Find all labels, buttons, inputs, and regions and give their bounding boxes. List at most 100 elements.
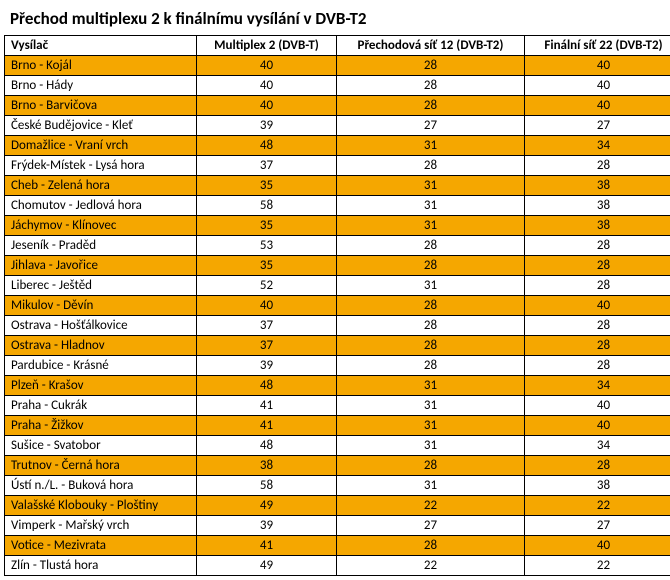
cell-value: 40 xyxy=(525,396,670,416)
table-row: Sušice - Svatobor483134 xyxy=(5,436,670,456)
table-container: Přechod multiplexu 2 k finálnímu vysílán… xyxy=(0,0,670,580)
transition-table: Vysílač Multiplex 2 (DVB-T) Přechodová s… xyxy=(4,35,670,576)
table-row: Mikulov - Děvín402840 xyxy=(5,296,670,316)
table-row: Cheb - Zelená hora353138 xyxy=(5,176,670,196)
cell-value: 34 xyxy=(525,136,670,156)
cell-value: 40 xyxy=(197,56,337,76)
cell-transmitter: Praha - Cukrák xyxy=(5,396,197,416)
table-row: Valašské Klobouky - Ploštiny492222 xyxy=(5,496,670,516)
table-row: Domažlice - Vraní vrch483134 xyxy=(5,136,670,156)
cell-value: 22 xyxy=(337,496,525,516)
cell-transmitter: Ostrava - Hladnov xyxy=(5,336,197,356)
cell-value: 28 xyxy=(337,316,525,336)
cell-value: 40 xyxy=(525,416,670,436)
table-row: Jihlava - Javořice352828 xyxy=(5,256,670,276)
cell-value: 39 xyxy=(197,116,337,136)
cell-value: 31 xyxy=(337,396,525,416)
table-row: Brno - Barvičova402840 xyxy=(5,96,670,116)
cell-transmitter: Jáchymov - Klínovec xyxy=(5,216,197,236)
cell-value: 40 xyxy=(197,296,337,316)
cell-value: 28 xyxy=(337,356,525,376)
cell-transmitter: Jihlava - Javořice xyxy=(5,256,197,276)
cell-value: 34 xyxy=(525,436,670,456)
cell-value: 41 xyxy=(197,396,337,416)
cell-transmitter: Brno - Kojál xyxy=(5,56,197,76)
cell-value: 28 xyxy=(337,156,525,176)
cell-transmitter: Brno - Hády xyxy=(5,76,197,96)
col-header-net22: Finální síť 22 (DVB-T2) xyxy=(525,36,670,56)
cell-transmitter: Zlín - Tlustá hora xyxy=(5,556,197,576)
cell-transmitter: Valašské Klobouky - Ploštiny xyxy=(5,496,197,516)
cell-value: 28 xyxy=(337,336,525,356)
cell-transmitter: Votice - Mezivrata xyxy=(5,536,197,556)
cell-value: 38 xyxy=(525,476,670,496)
cell-value: 40 xyxy=(197,96,337,116)
table-row: Zlín - Tlustá hora492222 xyxy=(5,556,670,576)
cell-transmitter: Praha - Žižkov xyxy=(5,416,197,436)
header-row: Vysílač Multiplex 2 (DVB-T) Přechodová s… xyxy=(5,36,670,56)
cell-value: 28 xyxy=(525,156,670,176)
cell-value: 49 xyxy=(197,496,337,516)
cell-value: 31 xyxy=(337,376,525,396)
cell-value: 37 xyxy=(197,336,337,356)
cell-value: 31 xyxy=(337,176,525,196)
cell-value: 40 xyxy=(525,76,670,96)
cell-value: 28 xyxy=(337,56,525,76)
cell-value: 22 xyxy=(337,556,525,576)
cell-transmitter: Domažlice - Vraní vrch xyxy=(5,136,197,156)
table-row: Brno - Hády402840 xyxy=(5,76,670,96)
table-row: Trutnov - Černá hora382828 xyxy=(5,456,670,476)
cell-transmitter: Cheb - Zelená hora xyxy=(5,176,197,196)
table-row: Jeseník - Praděd532828 xyxy=(5,236,670,256)
cell-transmitter: Pardubice - Krásné xyxy=(5,356,197,376)
cell-value: 53 xyxy=(197,236,337,256)
cell-value: 28 xyxy=(525,316,670,336)
cell-value: 34 xyxy=(525,376,670,396)
cell-transmitter: Frýdek-Místek - Lysá hora xyxy=(5,156,197,176)
cell-value: 39 xyxy=(197,516,337,536)
cell-transmitter: Sušice - Svatobor xyxy=(5,436,197,456)
cell-transmitter: Jeseník - Praděd xyxy=(5,236,197,256)
cell-value: 40 xyxy=(525,96,670,116)
table-row: Ostrava - Hladnov372828 xyxy=(5,336,670,356)
cell-value: 39 xyxy=(197,356,337,376)
cell-value: 28 xyxy=(337,76,525,96)
table-row: Vimperk - Mařský vrch392727 xyxy=(5,516,670,536)
cell-value: 28 xyxy=(337,96,525,116)
cell-value: 28 xyxy=(337,236,525,256)
cell-value: 49 xyxy=(197,556,337,576)
cell-value: 31 xyxy=(337,416,525,436)
cell-value: 40 xyxy=(525,296,670,316)
cell-value: 28 xyxy=(525,336,670,356)
cell-value: 40 xyxy=(197,76,337,96)
table-row: Ostrava - Hošťálkovice372828 xyxy=(5,316,670,336)
cell-value: 28 xyxy=(525,356,670,376)
cell-value: 48 xyxy=(197,376,337,396)
cell-value: 40 xyxy=(525,56,670,76)
cell-value: 37 xyxy=(197,156,337,176)
cell-value: 28 xyxy=(525,256,670,276)
cell-value: 41 xyxy=(197,536,337,556)
table-row: České Budějovice - Kleť392727 xyxy=(5,116,670,136)
cell-value: 31 xyxy=(337,196,525,216)
cell-value: 31 xyxy=(337,476,525,496)
cell-value: 48 xyxy=(197,136,337,156)
cell-value: 28 xyxy=(525,236,670,256)
cell-value: 22 xyxy=(525,496,670,516)
cell-transmitter: Trutnov - Černá hora xyxy=(5,456,197,476)
cell-value: 27 xyxy=(337,116,525,136)
cell-value: 38 xyxy=(525,176,670,196)
table-row: Ústí n./L. - Buková hora583138 xyxy=(5,476,670,496)
table-row: Chomutov - Jedlová hora583138 xyxy=(5,196,670,216)
table-row: Pardubice - Krásné392828 xyxy=(5,356,670,376)
cell-transmitter: České Budějovice - Kleť xyxy=(5,116,197,136)
cell-value: 38 xyxy=(197,456,337,476)
cell-value: 40 xyxy=(525,536,670,556)
cell-value: 28 xyxy=(337,256,525,276)
table-row: Frýdek-Místek - Lysá hora372828 xyxy=(5,156,670,176)
cell-value: 31 xyxy=(337,276,525,296)
table-row: Praha - Cukrák413140 xyxy=(5,396,670,416)
cell-value: 27 xyxy=(525,516,670,536)
col-header-mux2: Multiplex 2 (DVB-T) xyxy=(197,36,337,56)
cell-value: 48 xyxy=(197,436,337,456)
